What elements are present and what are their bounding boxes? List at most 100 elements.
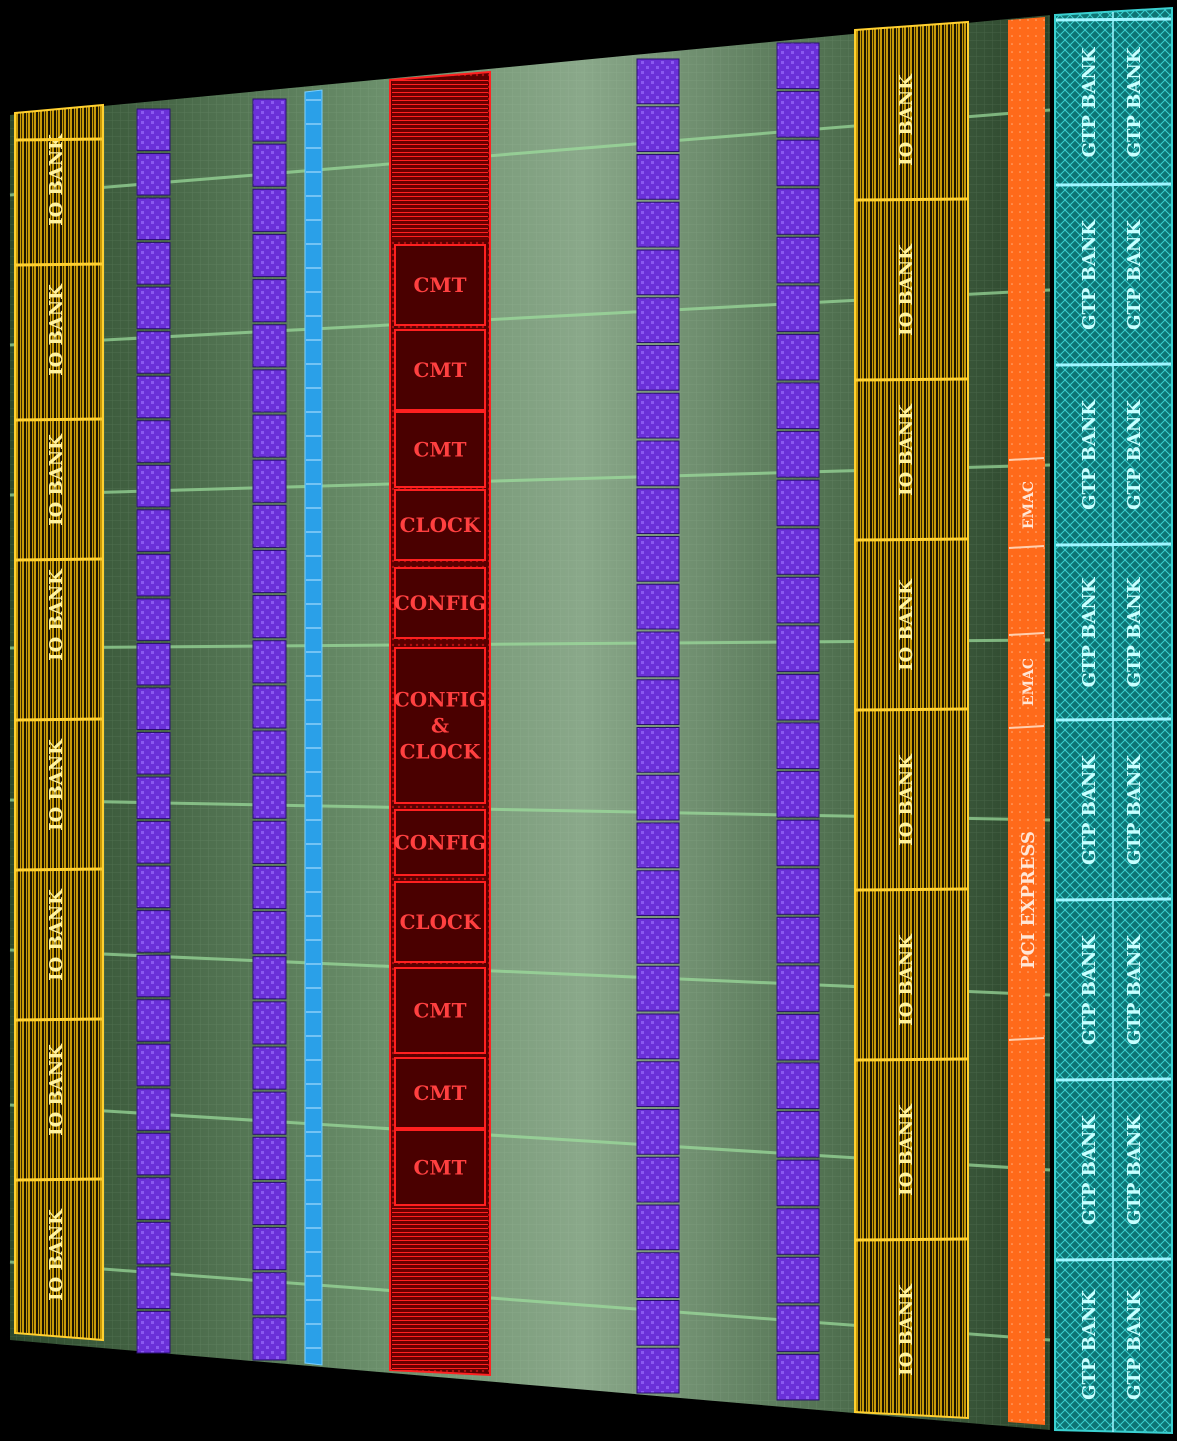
block-ram-tile bbox=[776, 1208, 820, 1255]
block-ram-tile bbox=[776, 479, 820, 527]
io-right-bank-labels: IO BANK IO BANK IO BANK IO BANK IO BANK IO BA… bbox=[855, 73, 968, 1376]
block-ram-tile bbox=[136, 509, 171, 552]
block-ram-tile bbox=[252, 865, 287, 910]
dsp-column-ticks bbox=[306, 99, 321, 1349]
io-bank-divider bbox=[855, 537, 968, 542]
gtp-bank-label-a: GTP BANK bbox=[1079, 219, 1100, 330]
dsp-column bbox=[304, 89, 323, 1366]
gtp-bank-label-a: GTP BANK bbox=[1079, 1289, 1100, 1400]
block-ram-tile bbox=[776, 382, 820, 430]
gtp-bank-label-a: GTP BANK bbox=[1079, 399, 1100, 510]
block-ram-tile bbox=[636, 1061, 680, 1107]
block-ram-tile bbox=[776, 528, 820, 575]
block-ram-tile bbox=[136, 1310, 171, 1354]
block-ram-tile bbox=[776, 333, 820, 381]
center-block bbox=[394, 647, 486, 804]
block-ram-tile bbox=[252, 1091, 287, 1135]
block-ram-tile bbox=[252, 730, 287, 774]
block-ram-tile bbox=[252, 1272, 287, 1316]
block-ram-tile bbox=[136, 108, 171, 152]
block-ram-tile bbox=[776, 625, 820, 672]
block-ram-tile bbox=[252, 1227, 287, 1271]
block-ram-tile bbox=[136, 420, 171, 463]
block-ram-tile bbox=[776, 91, 820, 138]
gtp-bank-label-a: GTP BANK bbox=[1079, 46, 1100, 157]
block-ram-tile bbox=[136, 197, 171, 241]
block-ram-tile bbox=[636, 488, 680, 534]
center-block-label: CLOCK bbox=[400, 740, 481, 764]
block-ram-tile bbox=[252, 640, 287, 684]
block-ram-tile bbox=[776, 431, 820, 478]
gtp-bank-label-b: GTP BANK bbox=[1124, 576, 1145, 687]
block-ram-tile bbox=[136, 954, 171, 998]
emac-label-1: EMAC bbox=[1021, 481, 1037, 529]
block-ram-tile bbox=[776, 1305, 820, 1352]
emac-divider-3 bbox=[1008, 632, 1045, 636]
io-bank-label: IO BANK bbox=[896, 243, 917, 336]
io-bank-label: IO BANK bbox=[896, 753, 917, 846]
block-ram-tile bbox=[136, 642, 171, 686]
block-ram-tile bbox=[776, 1062, 820, 1110]
center-block bbox=[394, 1129, 486, 1206]
block-ram-tile bbox=[252, 911, 287, 955]
gtp-bank-label-a: GTP BANK bbox=[1079, 1114, 1100, 1225]
gtp-bank-label-a: GTP BANK bbox=[1079, 934, 1100, 1045]
io-bank-label: IO BANK bbox=[896, 1283, 917, 1376]
io-bank-label: IO BANK bbox=[46, 1043, 67, 1136]
block-ram-tile bbox=[776, 868, 820, 915]
block-ram-tile bbox=[252, 820, 287, 864]
center-bottom-stripes bbox=[392, 1205, 488, 1370]
io-bank-divider bbox=[15, 137, 103, 142]
block-ram-tile bbox=[636, 965, 680, 1012]
block-ram-tile bbox=[776, 819, 820, 867]
center-block bbox=[394, 244, 486, 326]
block-ram-tile bbox=[776, 139, 820, 187]
block-ram-tile bbox=[776, 771, 820, 818]
block-ram-tile bbox=[136, 776, 171, 820]
block-ram-tile bbox=[636, 918, 680, 964]
block-ram-tile bbox=[636, 631, 680, 678]
gtp-bank-label-b: GTP BANK bbox=[1124, 399, 1145, 510]
block-ram-tile bbox=[776, 1353, 820, 1401]
io-bank-divider bbox=[855, 707, 968, 712]
center-block bbox=[394, 809, 486, 876]
io-bank-divider bbox=[15, 417, 103, 422]
block-ram-tile bbox=[252, 143, 287, 187]
block-ram-tile bbox=[636, 1252, 680, 1298]
center-block-label: CMT bbox=[414, 1081, 467, 1105]
pcie-divider bbox=[1008, 1037, 1045, 1041]
io-bank-divider bbox=[15, 557, 103, 562]
block-ram-tile bbox=[636, 58, 680, 105]
center-block-label: CMT bbox=[414, 358, 467, 382]
block-ram-tile bbox=[636, 440, 680, 487]
gtp-bank-label-b: GTP BANK bbox=[1124, 1289, 1145, 1400]
block-ram-tile bbox=[136, 598, 171, 641]
io-bank-label: IO BANK bbox=[46, 568, 67, 661]
block-ram-tile bbox=[776, 1256, 820, 1304]
io-bank-divider bbox=[855, 887, 968, 892]
block-ram-tile bbox=[636, 583, 680, 630]
center-block-label: CLOCK bbox=[400, 513, 481, 537]
block-ram-tile bbox=[136, 375, 171, 419]
block-ram-columns bbox=[136, 42, 820, 1401]
block-ram-tile bbox=[776, 673, 820, 721]
block-ram-tile bbox=[636, 1204, 680, 1251]
block-ram-tile bbox=[136, 821, 171, 864]
gtp-bank-labels: GTP BANK GTP BANK GTP BANK GTP BANK GTP BANK… bbox=[1055, 12, 1172, 1432]
gtp-bank-label-a: GTP BANK bbox=[1079, 576, 1100, 687]
gtp-bank-label-b: GTP BANK bbox=[1124, 754, 1145, 865]
center-block-label: CLOCK bbox=[400, 910, 481, 934]
block-ram-tile bbox=[136, 1088, 171, 1131]
center-block bbox=[394, 489, 486, 561]
block-ram-tile bbox=[776, 1159, 820, 1207]
block-ram-tile bbox=[252, 414, 287, 458]
block-ram-tile bbox=[252, 233, 287, 278]
block-ram-tile bbox=[636, 106, 680, 152]
center-block bbox=[394, 881, 486, 963]
block-ram-tile bbox=[252, 279, 287, 323]
block-ram-tile bbox=[252, 685, 287, 729]
block-ram-tile bbox=[776, 1013, 820, 1061]
io-bank-divider bbox=[855, 1237, 968, 1242]
block-ram-tile bbox=[136, 732, 171, 775]
block-ram-tile bbox=[252, 549, 287, 594]
